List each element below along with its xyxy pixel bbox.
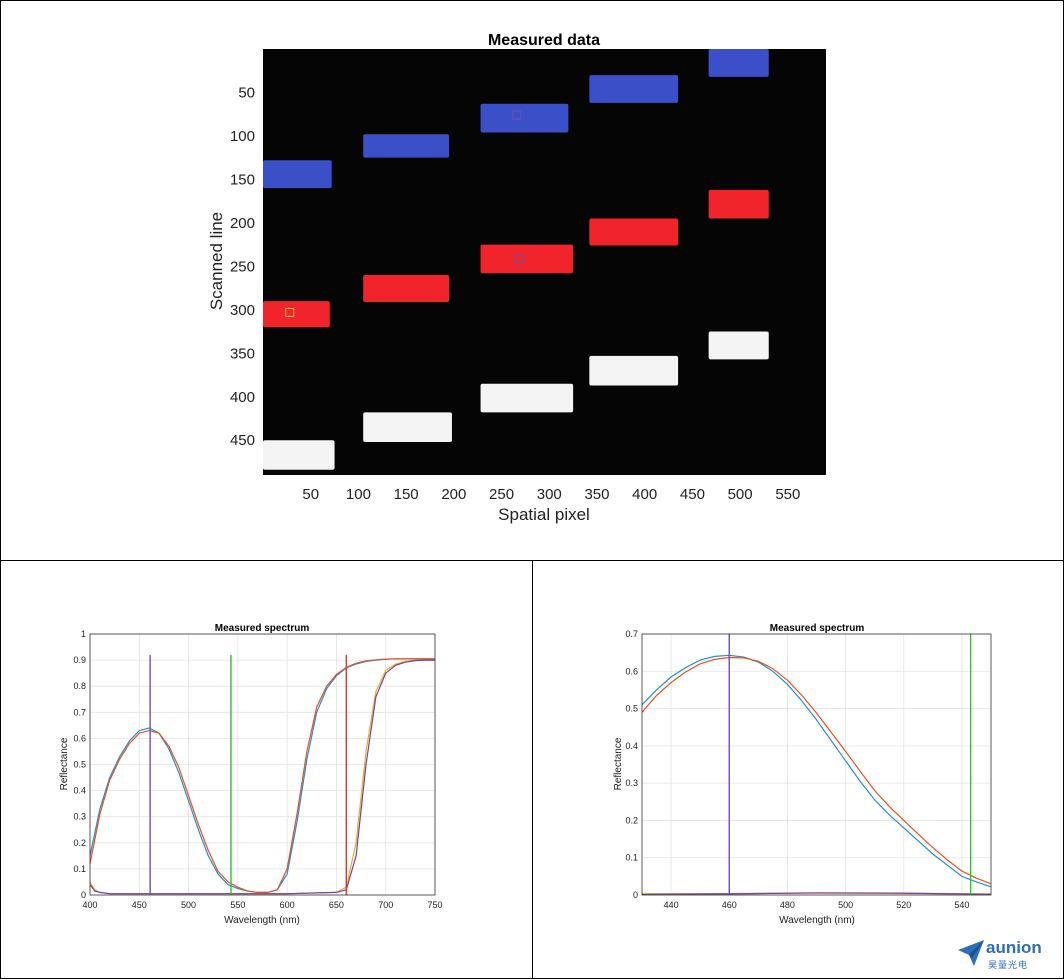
- spectrum-full-xlabel: Wavelength (nm): [224, 915, 300, 926]
- color-patch-blue: [263, 160, 332, 189]
- color-patch-blue: [708, 49, 769, 77]
- paper-plane-icon: [958, 940, 984, 966]
- heatmap-y-tick: 200: [230, 215, 255, 232]
- plot-area: [642, 634, 991, 895]
- x-tick-label: 460: [722, 900, 737, 910]
- top-panel: Measured data Spatial pixel Scanned line…: [0, 0, 1064, 561]
- spectrum-zoom-xlabel: Wavelength (nm): [779, 915, 855, 926]
- heatmap-y-tick: 50: [238, 84, 255, 101]
- company-logo: aunion 昊量光电: [956, 936, 1056, 972]
- color-patch-white: [589, 355, 679, 386]
- spectrum-zoom-ylabel: Reflectance: [613, 737, 624, 790]
- color-patch-white: [363, 412, 452, 442]
- x-tick-label: 600: [280, 900, 295, 910]
- heatmap-x-tick: 400: [632, 486, 657, 503]
- heatmap-ylabel: Scanned line: [207, 212, 226, 310]
- y-tick-label: 0.7: [625, 629, 638, 639]
- x-tick-label: 480: [780, 900, 795, 910]
- x-tick-label: 400: [82, 900, 97, 910]
- color-patch-red: [363, 275, 450, 302]
- x-tick-label: 520: [896, 900, 911, 910]
- color-patch-white: [480, 383, 574, 413]
- y-tick-label: 0.5: [625, 704, 638, 714]
- heatmap-x-tick: 500: [728, 486, 753, 503]
- y-tick-label: 1: [81, 629, 86, 639]
- color-patch-red: [708, 189, 769, 219]
- roi-marker[interactable]: [512, 110, 522, 120]
- bottom-left-panel: Measured spectrum Wavelength (nm) Reflec…: [0, 560, 533, 979]
- plot-frame: [89, 633, 436, 896]
- color-patch-white: [263, 440, 335, 470]
- spectrum-full-ylabel: Reflectance: [59, 737, 70, 790]
- plot-frame: [641, 633, 992, 896]
- x-tick-label: 650: [329, 900, 344, 910]
- color-patch-red: [263, 301, 330, 328]
- y-tick-label: 0.5: [73, 760, 86, 770]
- x-tick-label: 550: [230, 900, 245, 910]
- y-tick-label: 0.3: [73, 812, 86, 822]
- y-tick-label: 0.9: [73, 655, 86, 665]
- bottom-right-panel: Measured spectrum Wavelength (nm) Reflec…: [532, 560, 1064, 979]
- heatmap-y-tick: 250: [230, 258, 255, 275]
- x-tick-label: 500: [181, 900, 196, 910]
- x-tick-label: 500: [838, 900, 853, 910]
- series-line-orange: [89, 658, 435, 893]
- color-patch-blue: [589, 75, 679, 103]
- spectrum-zoom-title: Measured spectrum: [770, 623, 865, 634]
- spectrum-full-title: Measured spectrum: [215, 623, 310, 634]
- x-tick-label: 750: [427, 900, 442, 910]
- heatmap-x-tick: 200: [441, 486, 466, 503]
- heatmap-y-tick: 100: [230, 128, 255, 145]
- heatmap-y-tick: 300: [230, 302, 255, 319]
- heatmap-y-tick: 400: [230, 389, 255, 406]
- series-line-purple: [641, 892, 992, 895]
- color-patch-blue: [480, 103, 569, 133]
- x-tick-label: 450: [132, 900, 147, 910]
- roi-marker[interactable]: [285, 307, 295, 317]
- heatmap-x-tick: 250: [489, 486, 514, 503]
- y-tick-label: 0.3: [625, 778, 638, 788]
- y-tick-label: 0.1: [73, 864, 86, 874]
- x-tick-label: 540: [954, 900, 969, 910]
- heatmap-x-tick: 100: [346, 486, 371, 503]
- y-tick-label: 0: [81, 890, 86, 900]
- color-patch-blue: [363, 134, 450, 158]
- x-tick-label: 700: [378, 900, 393, 910]
- series-line-orange: [641, 656, 992, 885]
- heatmap-x-tick: 350: [584, 486, 609, 503]
- heatmap-y-tick: 150: [230, 171, 255, 188]
- heatmap-y-tick: 450: [230, 432, 255, 449]
- y-tick-label: 0.7: [73, 707, 86, 717]
- roi-marker[interactable]: [514, 254, 524, 264]
- spectrum-chart-zoomed: Measured spectrum Wavelength (nm) Reflec…: [613, 623, 992, 926]
- heatmap-x-tick: 550: [775, 486, 800, 503]
- y-tick-label: 0: [633, 890, 638, 900]
- logo-subtext: 昊量光电: [988, 961, 1029, 971]
- y-tick-label: 0.4: [73, 786, 86, 796]
- y-tick-label: 0.1: [625, 853, 638, 863]
- y-tick-label: 0.8: [73, 681, 86, 691]
- spectrum-chart-full: Measured spectrum Wavelength (nm) Reflec…: [59, 623, 443, 926]
- x-tick-label: 440: [664, 900, 679, 910]
- logo-text: aunion: [986, 938, 1042, 957]
- heatmap-x-tick: 50: [302, 486, 319, 503]
- heatmap-x-tick: 300: [537, 486, 562, 503]
- y-tick-label: 0.6: [73, 733, 86, 743]
- y-tick-label: 0.4: [625, 741, 638, 751]
- heatmap-xlabel: Spatial pixel: [498, 505, 590, 524]
- heatmap-x-tick: 150: [394, 486, 419, 503]
- color-patch-white: [708, 331, 769, 360]
- y-tick-label: 0.2: [625, 815, 638, 825]
- heatmap-y-tick: 350: [230, 345, 255, 362]
- y-tick-label: 0.2: [73, 838, 86, 848]
- heatmap-x-tick: 450: [680, 486, 705, 503]
- series-line-blue: [641, 654, 992, 888]
- color-patch-red: [589, 218, 679, 246]
- y-tick-label: 0.6: [625, 666, 638, 676]
- measured-data-chart: Measured data Spatial pixel Scanned line…: [207, 32, 826, 524]
- heatmap-title: Measured data: [488, 32, 600, 49]
- color-patch-red: [480, 244, 574, 274]
